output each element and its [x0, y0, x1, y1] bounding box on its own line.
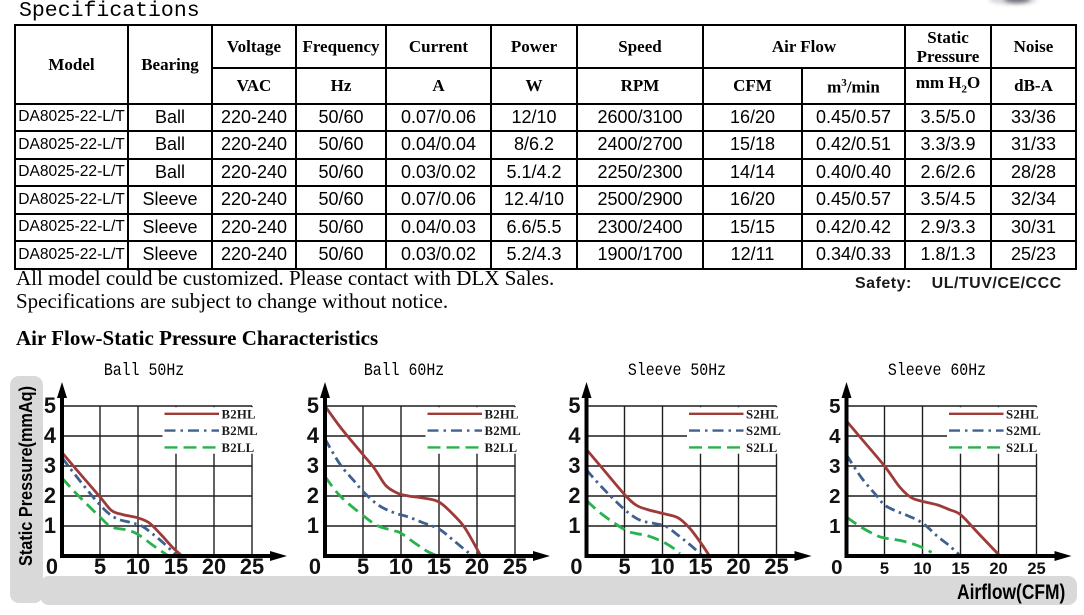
svg-text:20: 20	[465, 554, 489, 579]
svg-text:5: 5	[94, 554, 106, 579]
svg-text:S2LL: S2LL	[746, 441, 777, 455]
svg-text:5: 5	[307, 393, 319, 418]
svg-text:S2LL: S2LL	[1006, 441, 1037, 455]
svg-text:0: 0	[46, 554, 58, 579]
svg-text:0: 0	[570, 554, 582, 579]
svg-text:2: 2	[44, 483, 56, 508]
svg-text:25: 25	[1027, 560, 1045, 578]
svg-text:15: 15	[164, 554, 188, 579]
svg-text:4: 4	[44, 423, 56, 448]
svg-text:20: 20	[726, 554, 750, 579]
svg-text:1: 1	[829, 515, 840, 538]
svg-text:10: 10	[126, 554, 150, 579]
svg-text:5: 5	[357, 554, 369, 579]
svg-text:4: 4	[829, 425, 841, 448]
svg-text:S2ML: S2ML	[746, 424, 781, 438]
svg-text:2: 2	[568, 483, 580, 508]
svg-text:5: 5	[829, 395, 840, 418]
svg-text:5: 5	[618, 554, 630, 579]
svg-text:2: 2	[307, 483, 319, 508]
svg-text:3: 3	[44, 453, 56, 478]
svg-text:20: 20	[202, 554, 226, 579]
svg-text:25: 25	[503, 554, 527, 579]
svg-text:0: 0	[831, 556, 842, 579]
svg-text:B2ML: B2ML	[222, 424, 258, 438]
svg-text:25: 25	[764, 554, 788, 579]
svg-text:S2ML: S2ML	[1006, 424, 1041, 438]
svg-text:3: 3	[307, 453, 319, 478]
svg-text:1: 1	[307, 513, 319, 538]
svg-text:20: 20	[989, 560, 1007, 578]
svg-text:15: 15	[951, 560, 969, 578]
svg-text:10: 10	[650, 554, 674, 579]
svg-text:S2HL: S2HL	[1006, 407, 1039, 421]
svg-text:5: 5	[44, 393, 56, 418]
svg-text:B2HL: B2HL	[222, 407, 256, 421]
svg-text:5: 5	[880, 560, 889, 578]
svg-text:10: 10	[389, 554, 413, 579]
svg-text:B2LL: B2LL	[222, 441, 255, 455]
svg-text:S2HL: S2HL	[746, 407, 779, 421]
svg-text:3: 3	[568, 453, 580, 478]
svg-text:1: 1	[568, 513, 580, 538]
svg-text:4: 4	[568, 423, 580, 448]
svg-text:15: 15	[688, 554, 712, 579]
svg-text:3: 3	[829, 455, 840, 478]
svg-text:0: 0	[309, 554, 321, 579]
svg-text:B2HL: B2HL	[485, 407, 519, 421]
svg-text:B2ML: B2ML	[485, 424, 521, 438]
svg-text:15: 15	[427, 554, 451, 579]
svg-text:B2LL: B2LL	[485, 441, 518, 455]
svg-text:10: 10	[913, 560, 931, 578]
svg-text:25: 25	[240, 554, 264, 579]
svg-text:1: 1	[44, 513, 56, 538]
svg-text:2: 2	[829, 485, 840, 508]
svg-text:4: 4	[307, 423, 319, 448]
svg-text:5: 5	[568, 393, 580, 418]
